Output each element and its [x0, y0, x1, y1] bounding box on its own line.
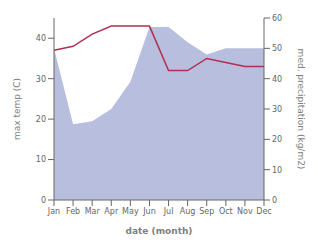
- svg-text:0: 0: [272, 196, 277, 205]
- svg-text:Sep: Sep: [199, 207, 214, 216]
- svg-text:May: May: [122, 207, 139, 216]
- svg-text:med. precipitation (kg/m2): med. precipitation (kg/m2): [296, 49, 306, 170]
- svg-text:Apr: Apr: [104, 207, 119, 216]
- svg-text:40: 40: [272, 75, 282, 84]
- svg-text:Aug: Aug: [180, 207, 196, 216]
- svg-text:Oct: Oct: [219, 207, 233, 216]
- svg-text:Jul: Jul: [163, 207, 174, 216]
- svg-text:40: 40: [36, 34, 46, 43]
- svg-text:10: 10: [36, 155, 46, 164]
- svg-text:max temp (C): max temp (C): [12, 78, 22, 140]
- svg-text:Nov: Nov: [237, 207, 253, 216]
- svg-text:date (month): date (month): [126, 226, 193, 236]
- svg-text:30: 30: [36, 75, 46, 84]
- svg-text:Jan: Jan: [47, 207, 60, 216]
- svg-text:50: 50: [272, 44, 282, 53]
- svg-text:Mar: Mar: [85, 207, 101, 216]
- svg-text:20: 20: [36, 115, 46, 124]
- svg-text:60: 60: [272, 14, 282, 23]
- svg-text:10: 10: [272, 166, 282, 175]
- svg-text:Dec: Dec: [256, 207, 271, 216]
- svg-text:30: 30: [272, 105, 282, 114]
- svg-text:20: 20: [272, 135, 282, 144]
- svg-text:0: 0: [41, 196, 46, 205]
- svg-text:Jun: Jun: [142, 207, 156, 216]
- svg-text:Feb: Feb: [66, 207, 80, 216]
